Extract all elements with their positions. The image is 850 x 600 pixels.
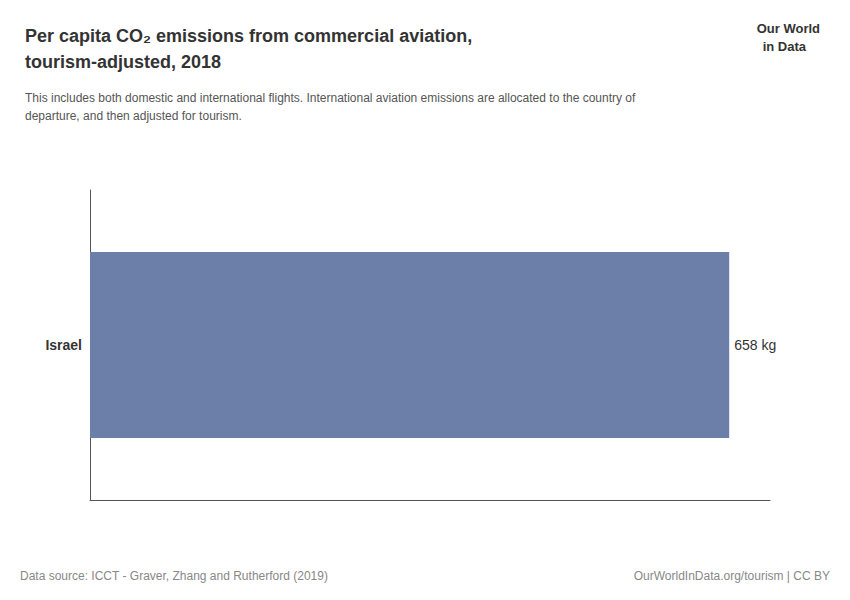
svg-text:658 kg: 658 kg xyxy=(734,337,776,353)
svg-text:Per capita CO₂ emissions from: Per capita CO₂ emissions from commercial… xyxy=(25,26,472,46)
svg-text:Data source: ICCT - Graver, Zh: Data source: ICCT - Graver, Zhang and Ru… xyxy=(20,569,328,583)
svg-text:tourism-adjusted, 2018: tourism-adjusted, 2018 xyxy=(25,52,221,72)
svg-text:in Data: in Data xyxy=(763,39,807,54)
svg-text:Israel: Israel xyxy=(45,337,82,353)
svg-text:OurWorldInData.org/tourism | C: OurWorldInData.org/tourism | CC BY xyxy=(634,569,830,583)
svg-text:Our World: Our World xyxy=(757,21,820,36)
svg-text:departure, and then adjusted f: departure, and then adjusted for tourism… xyxy=(25,109,242,123)
svg-text:This includes both domestic an: This includes both domestic and internat… xyxy=(25,91,636,105)
